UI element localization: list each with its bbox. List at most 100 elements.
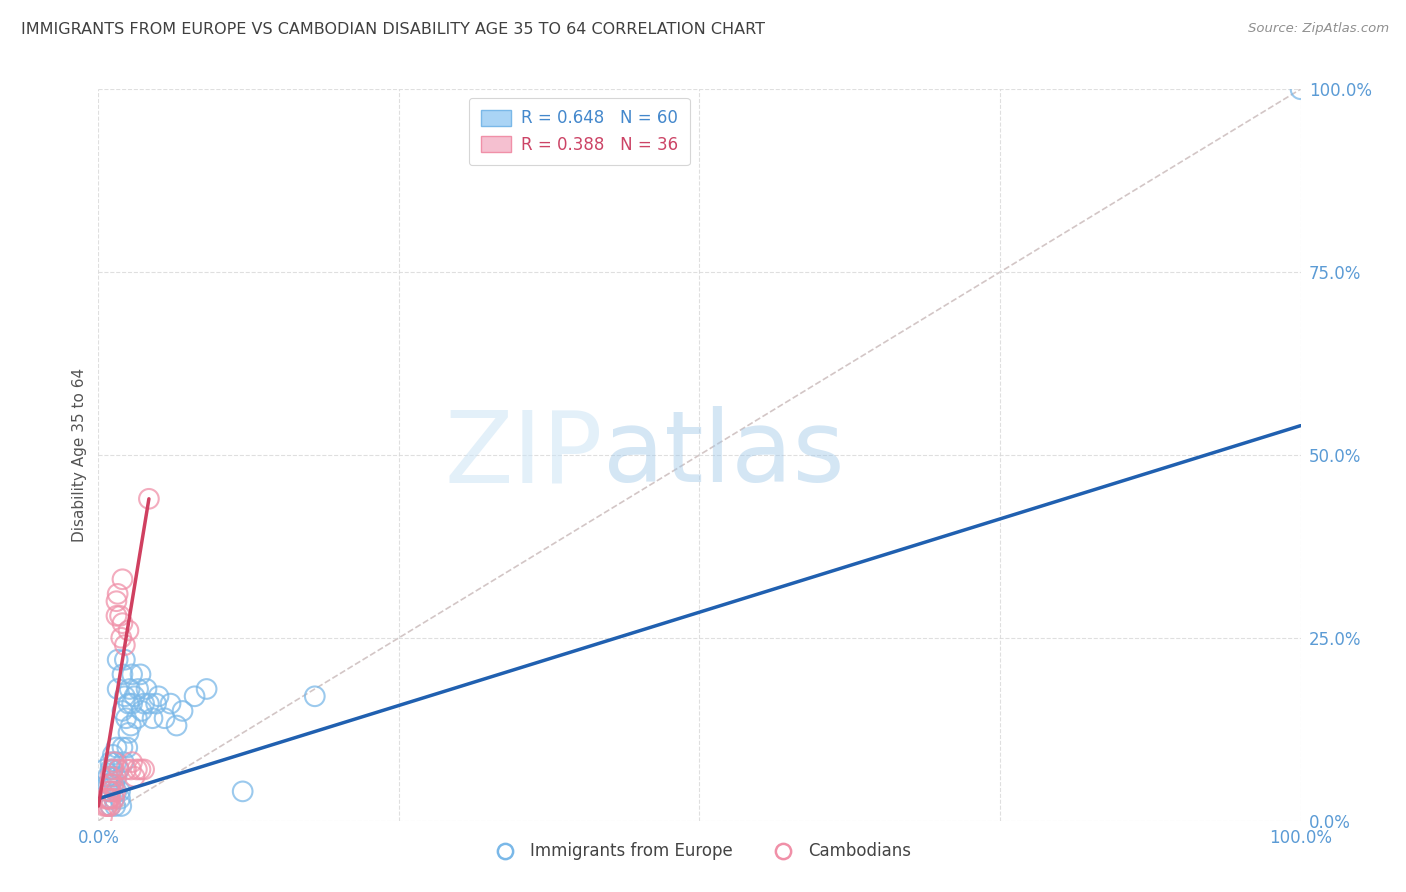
Point	[98, 784, 121, 798]
Point	[101, 747, 124, 762]
Point	[103, 791, 125, 805]
Point	[125, 711, 148, 725]
Point	[195, 681, 218, 696]
Point	[183, 690, 205, 704]
Point	[100, 784, 122, 798]
Point	[94, 791, 117, 805]
Point	[107, 587, 129, 601]
Text: atlas: atlas	[603, 407, 845, 503]
Point	[108, 608, 131, 623]
Point	[121, 697, 143, 711]
Point	[107, 681, 129, 696]
Point	[127, 681, 149, 696]
Point	[93, 763, 115, 777]
Point	[105, 594, 128, 608]
Point	[138, 491, 160, 506]
Y-axis label: Disability Age 35 to 64: Disability Age 35 to 64	[72, 368, 87, 542]
Point	[100, 770, 122, 784]
Point	[101, 770, 124, 784]
Point	[98, 791, 121, 805]
Point	[98, 791, 121, 805]
Point	[103, 755, 125, 769]
Point	[124, 770, 146, 784]
Point	[129, 667, 152, 681]
Point	[1289, 82, 1312, 96]
Point	[98, 784, 121, 798]
Point	[100, 777, 122, 791]
Point	[110, 631, 132, 645]
Point	[100, 755, 122, 769]
Point	[104, 784, 127, 798]
Point	[105, 740, 128, 755]
Point	[132, 697, 155, 711]
Point	[101, 763, 124, 777]
Legend: Immigrants from Europe, Cambodians: Immigrants from Europe, Cambodians	[482, 836, 917, 867]
Point	[115, 763, 138, 777]
Point	[111, 740, 134, 755]
Point	[120, 718, 142, 732]
Point	[232, 784, 254, 798]
Point	[111, 572, 134, 586]
Point	[93, 799, 115, 814]
Point	[118, 681, 141, 696]
Point	[148, 690, 170, 704]
Point	[141, 711, 163, 725]
Point	[103, 791, 125, 805]
Point	[111, 667, 134, 681]
Point	[135, 681, 157, 696]
Point	[115, 711, 138, 725]
Point	[100, 777, 122, 791]
Point	[111, 704, 134, 718]
Point	[97, 799, 120, 814]
Point	[120, 763, 142, 777]
Point	[105, 755, 128, 769]
Point	[114, 638, 136, 652]
Point	[121, 755, 143, 769]
Point	[117, 726, 139, 740]
Point	[100, 763, 122, 777]
Point	[91, 810, 114, 824]
Point	[304, 690, 326, 704]
Point	[97, 791, 120, 805]
Point	[112, 755, 135, 769]
Point	[138, 697, 160, 711]
Point	[117, 697, 139, 711]
Point	[145, 697, 167, 711]
Text: IMMIGRANTS FROM EUROPE VS CAMBODIAN DISABILITY AGE 35 TO 64 CORRELATION CHART: IMMIGRANTS FROM EUROPE VS CAMBODIAN DISA…	[21, 22, 765, 37]
Point	[100, 791, 122, 805]
Point	[100, 784, 122, 798]
Point	[97, 770, 120, 784]
Point	[96, 799, 118, 814]
Point	[100, 799, 122, 814]
Point	[101, 777, 124, 791]
Point	[104, 799, 127, 814]
Point	[132, 763, 155, 777]
Point	[105, 770, 128, 784]
Point	[101, 763, 124, 777]
Point	[108, 791, 131, 805]
Point	[105, 784, 128, 798]
Point	[97, 777, 120, 791]
Point	[114, 690, 136, 704]
Point	[131, 704, 153, 718]
Point	[114, 653, 136, 667]
Point	[124, 690, 146, 704]
Point	[111, 616, 134, 631]
Point	[117, 624, 139, 638]
Point	[153, 711, 176, 725]
Point	[105, 608, 128, 623]
Point	[103, 777, 125, 791]
Point	[129, 763, 152, 777]
Point	[100, 799, 122, 814]
Point	[121, 667, 143, 681]
Point	[108, 763, 131, 777]
Point	[159, 697, 181, 711]
Point	[166, 718, 188, 732]
Text: ZIP: ZIP	[444, 407, 603, 503]
Point	[172, 704, 194, 718]
Point	[107, 653, 129, 667]
Point	[108, 784, 131, 798]
Point	[110, 799, 132, 814]
Point	[125, 763, 148, 777]
Point	[117, 740, 139, 755]
